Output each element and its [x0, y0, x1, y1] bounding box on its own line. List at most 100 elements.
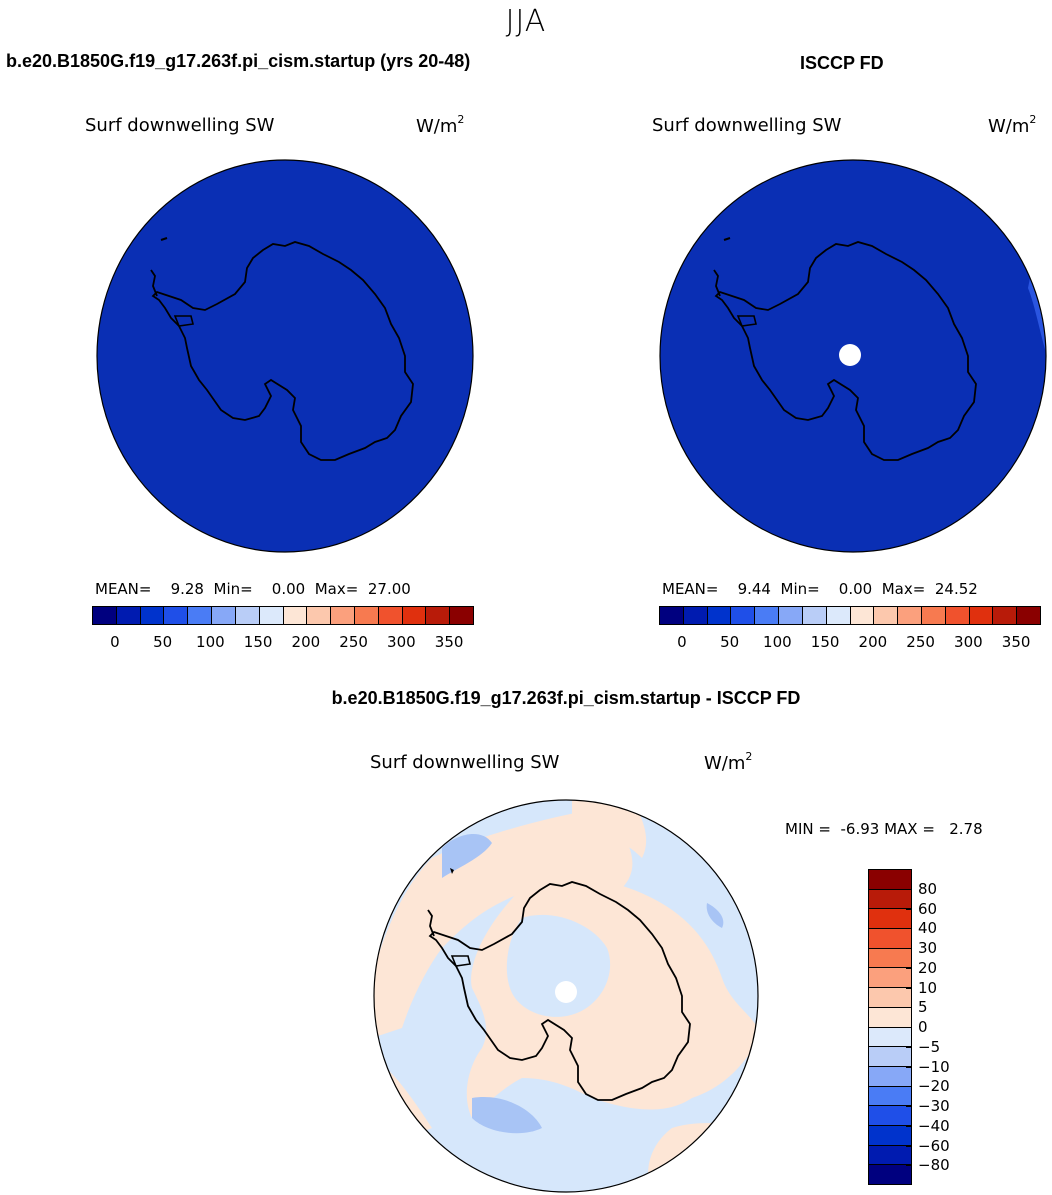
panel-2-colorbar-swatch: [1017, 607, 1040, 624]
panel-2-colorbar-tick-label: 100: [763, 633, 792, 651]
diff-region-negative-patch-2: [472, 1097, 542, 1134]
panel-1-colorbar-tick-label: 300: [387, 633, 416, 651]
panel-2-stats: MEAN= 9.44 Min= 0.00 Max= 24.52: [662, 580, 978, 598]
panel-2-colorbar: [659, 606, 1041, 625]
diff-region-negative-interior: [506, 914, 611, 1017]
diff-panel-colorbar-tick-mark: [906, 1106, 912, 1107]
diff-panel-colorbar-tick-mark: [906, 1125, 912, 1127]
panel-2-coastline: [714, 241, 977, 461]
panel-2-colorbar-swatch: [874, 607, 899, 624]
panel-2-colorbar-tick-label: 150: [810, 633, 840, 651]
diff-panel-colorbar-tick-mark: [906, 1007, 912, 1009]
diff-panel-colorbar-tick-mark: [906, 908, 912, 910]
panel-1-colorbar-tick-label: 150: [243, 633, 273, 651]
diff-panel-colorbar-swatch: [869, 1007, 911, 1028]
panel-2-colorbar-swatch: [993, 607, 1018, 624]
diff-panel-colorbar-tick-mark: [906, 1086, 912, 1088]
panel-1-colorbar-tick-label: 0: [110, 633, 120, 651]
diff-panel-colorbar: [868, 869, 912, 1185]
diff-region-positive-north: [374, 808, 633, 1038]
diff-panel-colorbar-swatch: [869, 988, 911, 1008]
panel-1-map: [96, 159, 474, 553]
diff-panel-colorbar-swatch: [869, 1125, 911, 1146]
panel-1-title: b.e20.B1850G.f19_g17.263f.pi_cism.startu…: [6, 51, 471, 71]
panel-1-stats: MEAN= 9.28 Min= 0.00 Max= 27.00: [95, 580, 411, 598]
diff-panel-colorbar-tick-mark: [906, 948, 912, 949]
diff-panel-colorbar-tick-label: −20: [918, 1077, 950, 1096]
panel-2-colorbar-tick-label: 50: [720, 633, 740, 651]
panel-1-field: [97, 160, 473, 552]
panel-1-colorbar-tick-label: 200: [291, 633, 321, 651]
panel-1-colorbar-swatch: [235, 607, 260, 624]
panel-2-colorbar-swatch: [921, 607, 946, 624]
diff-panel-colorbar-tick-label: 5: [918, 998, 928, 1017]
panel-1-colorbar-tick-label: 350: [434, 633, 464, 651]
panel-1-colorbar-tick-label: 100: [196, 633, 225, 651]
diff-panel-colorbar-swatch: [869, 1066, 911, 1087]
diff-panel-colorbar-swatch: [869, 948, 911, 969]
diff-panel-map-border: [373, 799, 759, 1193]
panel-1-colorbar-swatch: [259, 607, 284, 624]
diff-panel-colorbar-swatch: [869, 1047, 911, 1067]
diff-panel-colorbar-swatch: [869, 909, 911, 930]
diff-panel-colorbar-tick-mark: [906, 967, 912, 969]
panel-2-colorbar-ticks: 0 50 100 150 200 250 300 350: [659, 633, 1041, 653]
panel-1-colorbar-swatch: [212, 607, 236, 624]
diff-panel-colorbar-swatch: [869, 929, 911, 949]
panel-1-variable: Surf downwelling SW: [85, 115, 275, 136]
panel-2-colorbar-swatch: [683, 607, 708, 624]
panel-2-colorbar-swatch: [802, 607, 827, 624]
diff-panel-colorbar-ticks: 80 60 40 30 20 10 5 0 −5 −10 −20 −30 −40 −60 −80: [906, 869, 992, 1185]
panel-2-peninsula: [713, 269, 721, 297]
panel-2-variable: Surf downwelling SW: [652, 115, 842, 136]
panel-2-missing-pole: [839, 344, 861, 366]
diff-panel-colorbar-tick-mark: [906, 1027, 912, 1028]
diff-panel-variable: Surf downwelling SW: [370, 752, 560, 773]
diff-region-negative-patch-1: [442, 833, 492, 878]
diff-panel-missing-pole: [555, 981, 577, 1003]
diff-panel-colorbar-swatch: [869, 1106, 911, 1126]
diff-panel-peninsula: [427, 909, 435, 937]
panel-2-colorbar-tick-label: 0: [677, 633, 687, 651]
diff-panel-colorbar-tick-label: 30: [918, 939, 938, 957]
diff-panel-colorbar-tick-mark: [906, 1066, 912, 1068]
diff-panel-coastline: [428, 881, 691, 1101]
panel-1-colorbar-swatch: [283, 607, 308, 624]
diff-panel-island: [450, 955, 471, 967]
panel-1-units: W/m2: [416, 113, 465, 137]
panel-1-colorbar-swatch: [116, 607, 141, 624]
panel-2-edge-highlight-right: [1028, 278, 1046, 358]
panel-1-colorbar-swatch: [354, 607, 379, 624]
panel-1-colorbar-swatch: [164, 607, 189, 624]
diff-panel-colorbar-swatch: [869, 1165, 911, 1184]
diff-panel-colorbar-tick-mark: [906, 1165, 912, 1167]
panel-1-colorbar: [92, 606, 474, 625]
season-title: JJA: [505, 4, 547, 39]
diff-region-dark-speck: [450, 868, 454, 874]
panel-1-colorbar-tick-label: 250: [339, 633, 368, 651]
diff-panel-colorbar-tick-label: −5: [918, 1037, 941, 1056]
diff-panel-colorbar-tick-label: 10: [918, 978, 938, 997]
diff-panel-colorbar-tick-mark: [906, 987, 912, 989]
diff-region-positive-top: [572, 800, 647, 858]
panel-1-colorbar-swatch: [307, 607, 332, 624]
diff-panel-colorbar-tick-mark: [906, 928, 912, 930]
diff-panel-units: W/m2: [704, 750, 753, 774]
diff-panel-colorbar-tick-label: −30: [918, 1097, 950, 1115]
panel-1-colorbar-swatch: [426, 607, 451, 624]
panel-2-colorbar-swatch: [898, 607, 922, 624]
panel-2-island: [736, 315, 757, 327]
panel-1-colorbar-swatch: [450, 607, 473, 624]
panel-2-title: ISCCP FD: [800, 53, 884, 73]
panel-1-peninsula: [150, 269, 158, 297]
diff-panel-title: b.e20.B1850G.f19_g17.263f.pi_cism.startu…: [331, 688, 801, 708]
panel-1-island: [173, 315, 194, 327]
diff-panel-colorbar-tick-mark: [906, 1046, 912, 1048]
panel-2-map: [659, 159, 1047, 553]
diff-panel-colorbar-tick-label: −80: [918, 1156, 950, 1175]
panel-2-colorbar-swatch: [945, 607, 970, 624]
panel-1-colorbar-swatch: [378, 607, 403, 624]
diff-panel-colorbar-tick-label: −40: [918, 1116, 950, 1135]
panel-2-colorbar-swatch: [850, 607, 875, 624]
diff-panel-colorbar-swatch: [869, 1145, 911, 1166]
